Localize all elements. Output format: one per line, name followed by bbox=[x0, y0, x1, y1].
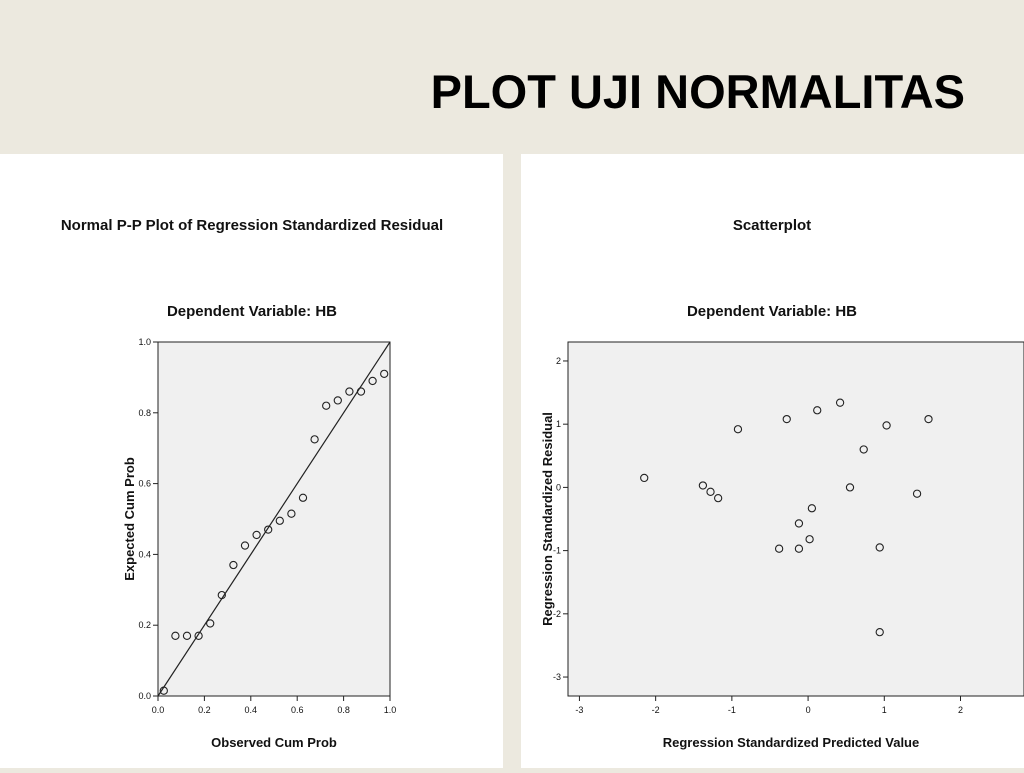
pp-data-point bbox=[380, 369, 389, 379]
sc-x-tick-label: -1 bbox=[728, 705, 736, 715]
pp-y-axis-label: Expected Cum Prob bbox=[122, 457, 137, 581]
sc-data-point bbox=[713, 493, 723, 503]
slide-title: PLOT UJI NORMALITAS bbox=[430, 65, 965, 118]
scatterplot-panel: Scatterplot Dependent Variable: HB -3 -2 -… bbox=[521, 154, 1024, 768]
pp-plot-panel: Normal P-P Plot of Regression Standardiz… bbox=[0, 154, 503, 768]
sc-data-point bbox=[640, 473, 649, 483]
pp-data-point bbox=[345, 387, 354, 396]
pp-data-point bbox=[310, 435, 319, 444]
scatterplot-subtitle: Dependent Variable: HB bbox=[687, 303, 857, 320]
scatterplot-y-axis-label: Regression Standardized Residual bbox=[540, 412, 555, 626]
sc-data-point bbox=[882, 421, 891, 430]
pp-data-point bbox=[322, 401, 331, 410]
sc-x-tick-label: -3 bbox=[575, 705, 583, 715]
sc-data-point bbox=[698, 481, 708, 490]
sc-y-tick-label: 2 bbox=[556, 356, 561, 366]
sc-data-point bbox=[794, 519, 804, 528]
pp-data-point bbox=[287, 509, 296, 518]
sc-data-point bbox=[805, 535, 814, 544]
sc-y-tick-label: 1 bbox=[556, 419, 561, 429]
pp-data-point bbox=[194, 631, 203, 640]
sc-data-point bbox=[794, 544, 804, 553]
sc-data-point bbox=[875, 543, 884, 552]
pp-data-point bbox=[171, 631, 180, 640]
pp-x-tick-label: 0.2 bbox=[198, 705, 211, 715]
pp-data-point bbox=[229, 560, 238, 570]
pp-data-point bbox=[206, 619, 215, 628]
sc-x-tick-label: 0 bbox=[806, 705, 811, 715]
pp-x-tick-label: 0.0 bbox=[152, 705, 165, 715]
pp-plot-chart: Normal P-P Plot of Regression Standardiz… bbox=[61, 217, 443, 750]
sc-x-tick-label: 2 bbox=[958, 705, 963, 715]
sc-x-tick-label: 1 bbox=[882, 705, 887, 715]
scatterplot-title: Scatterplot bbox=[733, 217, 811, 234]
sc-data-point bbox=[835, 398, 845, 407]
sc-y-tick-label: -2 bbox=[553, 609, 561, 619]
sc-y-tick-label: 0 bbox=[556, 482, 561, 492]
scatterplot-chart: Scatterplot Dependent Variable: HB -3 -2 -… bbox=[540, 217, 1024, 750]
scatterplot-area bbox=[567, 341, 1024, 697]
pp-y-tick-label: 1.0 bbox=[138, 337, 151, 347]
sc-data-point bbox=[845, 483, 855, 492]
pp-y-tick-label: 0.2 bbox=[138, 620, 151, 630]
pp-data-point bbox=[368, 376, 377, 386]
sc-data-point bbox=[774, 544, 784, 553]
pp-data-point bbox=[240, 541, 250, 550]
pp-data-point bbox=[264, 525, 273, 534]
sc-data-point bbox=[875, 628, 884, 637]
pp-data-point bbox=[217, 590, 226, 600]
sc-data-point bbox=[813, 406, 822, 415]
sc-data-point bbox=[912, 489, 922, 498]
pp-x-tick-label: 0.6 bbox=[291, 705, 304, 715]
sc-y-tick-label: -1 bbox=[553, 546, 561, 556]
sc-data-point bbox=[733, 425, 743, 434]
pp-data-point bbox=[333, 396, 342, 405]
sc-x-tick-label: -2 bbox=[652, 705, 660, 715]
sc-data-point bbox=[924, 414, 933, 424]
pp-y-tick-label: 0.0 bbox=[138, 691, 151, 701]
pp-data-point bbox=[159, 686, 168, 695]
pp-data-point bbox=[182, 631, 192, 640]
pp-plot-title: Normal P-P Plot of Regression Standardiz… bbox=[61, 217, 443, 234]
sc-data-point bbox=[807, 504, 817, 513]
pp-data-point bbox=[252, 530, 261, 540]
pp-y-tick-label: 0.6 bbox=[138, 479, 151, 489]
pp-data-point bbox=[298, 493, 308, 502]
scatterplot-x-axis-label: Regression Standardized Predicted Value bbox=[663, 735, 919, 750]
pp-x-tick-label: 0.4 bbox=[245, 705, 258, 715]
pp-x-tick-label: 0.8 bbox=[337, 705, 350, 715]
pp-reference-line bbox=[157, 341, 391, 697]
pp-y-tick-label: 0.8 bbox=[138, 408, 151, 418]
pp-x-tick-label: 1.0 bbox=[384, 705, 397, 715]
sc-data-point bbox=[706, 487, 715, 496]
pp-data-point bbox=[356, 387, 366, 396]
sc-data-point bbox=[782, 414, 791, 424]
pp-plot-subtitle: Dependent Variable: HB bbox=[167, 303, 337, 320]
sc-data-point bbox=[859, 445, 868, 454]
sc-y-tick-label: -3 bbox=[553, 672, 561, 682]
pp-y-tick-label: 0.4 bbox=[138, 549, 151, 559]
pp-x-axis-label: Observed Cum Prob bbox=[211, 735, 337, 750]
pp-data-point bbox=[275, 516, 284, 525]
